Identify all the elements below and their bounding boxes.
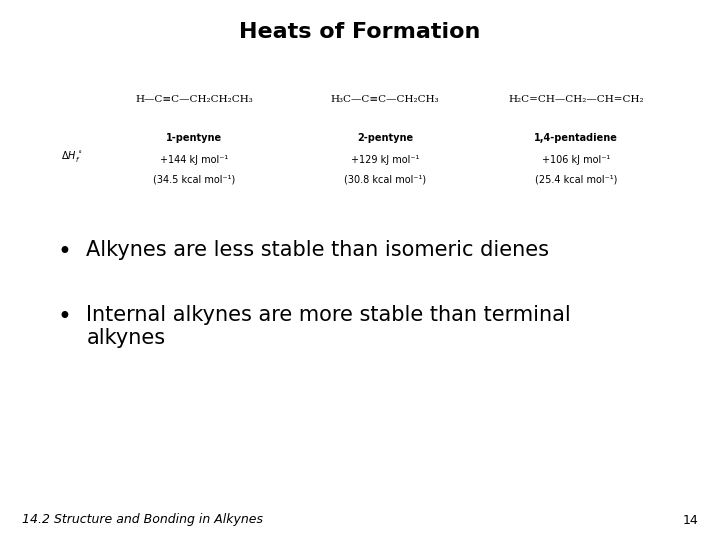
Text: •: • xyxy=(58,305,71,329)
Text: (25.4 kcal mol⁻¹): (25.4 kcal mol⁻¹) xyxy=(535,174,617,185)
Text: (30.8 kcal mol⁻¹): (30.8 kcal mol⁻¹) xyxy=(344,174,426,185)
Text: 14: 14 xyxy=(683,514,698,526)
Text: H—C≡C—CH₂CH₂CH₃: H—C≡C—CH₂CH₂CH₃ xyxy=(135,94,253,104)
Text: 1-pentyne: 1-pentyne xyxy=(166,133,222,144)
Text: Heats of Formation: Heats of Formation xyxy=(239,22,481,42)
Text: +129 kJ mol⁻¹: +129 kJ mol⁻¹ xyxy=(351,155,419,165)
Text: H₂C=CH—CH₂—CH=CH₂: H₂C=CH—CH₂—CH=CH₂ xyxy=(508,94,644,104)
Text: •: • xyxy=(58,240,71,264)
Text: $\Delta H^\circ_f$: $\Delta H^\circ_f$ xyxy=(61,148,83,164)
Text: (34.5 kcal mol⁻¹): (34.5 kcal mol⁻¹) xyxy=(153,174,235,185)
Text: +106 kJ mol⁻¹: +106 kJ mol⁻¹ xyxy=(542,155,610,165)
Text: 2-pentyne: 2-pentyne xyxy=(357,133,413,144)
Text: H₃C—C≡C—CH₂CH₃: H₃C—C≡C—CH₂CH₃ xyxy=(331,94,439,104)
Text: 14.2 Structure and Bonding in Alkynes: 14.2 Structure and Bonding in Alkynes xyxy=(22,514,263,526)
Text: +144 kJ mol⁻¹: +144 kJ mol⁻¹ xyxy=(161,155,228,165)
Text: Alkynes are less stable than isomeric dienes: Alkynes are less stable than isomeric di… xyxy=(86,240,549,260)
Text: Internal alkynes are more stable than terminal
alkynes: Internal alkynes are more stable than te… xyxy=(86,305,571,348)
Text: 1,4-pentadiene: 1,4-pentadiene xyxy=(534,133,618,144)
